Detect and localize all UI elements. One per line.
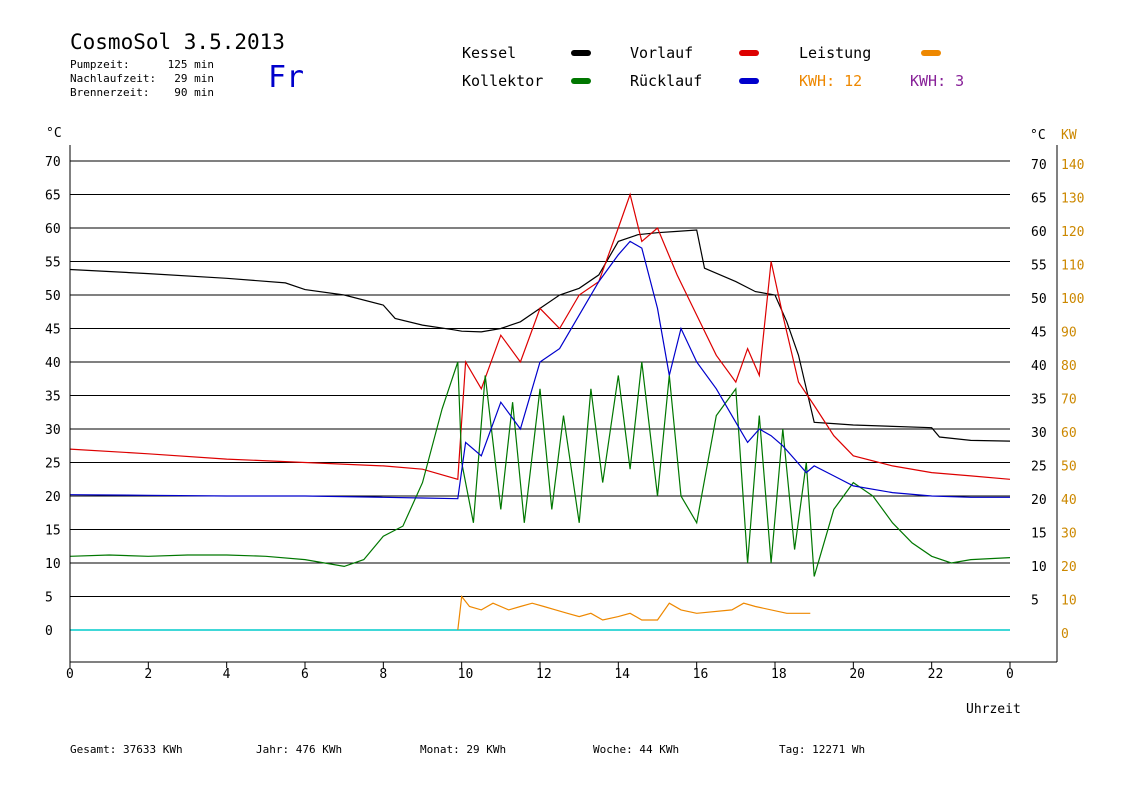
y-right2-tick-label: 40: [1061, 493, 1077, 508]
legend-ruecklauf-swatch: [739, 78, 759, 84]
y-right-tick-label: 10: [1031, 560, 1047, 575]
x-tick-label: 2: [144, 667, 152, 682]
y-tick-label: 25: [45, 457, 61, 472]
series-line-leistung: [457, 594, 811, 631]
y-tick-label: 40: [45, 356, 61, 371]
y-right-tick-label: 15: [1031, 527, 1047, 542]
info-brennerzeit: Brennerzeit: 90 min: [70, 86, 214, 99]
y-right-tick-label: 50: [1031, 292, 1047, 307]
legend-kollektor-swatch: [571, 78, 591, 84]
y-tick-label: 65: [45, 189, 61, 204]
y-right-tick-label: 65: [1031, 192, 1047, 207]
y-right-tick-label: 20: [1031, 493, 1047, 508]
y-tick-label: 15: [45, 524, 61, 539]
y-right2-tick-label: 20: [1061, 560, 1077, 575]
y-tick-label: 50: [45, 289, 61, 304]
legend-vorlauf-swatch: [739, 50, 759, 56]
legend-kessel: Kessel: [462, 44, 517, 62]
x-axis-label: Uhrzeit: [966, 702, 1021, 717]
x-tick-label: 12: [536, 667, 552, 682]
series-line-vorlauf: [69, 192, 1011, 481]
y-tick-label: 20: [45, 490, 61, 505]
y-right2-tick-label: 90: [1061, 326, 1077, 341]
x-tick-label: 18: [771, 667, 787, 682]
kwh-leistung: KWH: 12: [799, 72, 863, 90]
series-line-kollektor: [69, 361, 1011, 577]
y-right-tick-label: 30: [1031, 426, 1047, 441]
y-right-tick-label: 5: [1031, 594, 1039, 609]
legend-vorlauf: Vorlauf: [630, 44, 694, 62]
legend-kollektor: Kollektor: [462, 72, 544, 90]
y-tick-label: 35: [45, 390, 61, 405]
y-right-unit: °C: [1030, 128, 1046, 143]
y-right-tick-label: 60: [1031, 225, 1047, 240]
y-tick-label: 70: [45, 155, 61, 170]
series-line-kessel: [69, 229, 1011, 442]
legend-kessel-swatch: [571, 50, 591, 56]
legend-ruecklauf: Rücklauf: [630, 72, 703, 90]
x-tick-label: 6: [301, 667, 309, 682]
footer-woche: Woche: 44 KWh: [593, 743, 680, 756]
y-right2-tick-label: 130: [1061, 192, 1084, 207]
y-right2-tick-label: 140: [1061, 158, 1084, 173]
footer-gesamt: Gesamt: 37633 KWh: [70, 743, 183, 756]
y-right-tick-label: 70: [1031, 158, 1047, 173]
legend-leistung-swatch: [921, 50, 941, 56]
y-right2-tick-label: 110: [1061, 259, 1084, 274]
y-right2-tick-label: 60: [1061, 426, 1077, 441]
y-right-tick-label: 25: [1031, 460, 1047, 475]
y-right2-unit: KW: [1061, 128, 1077, 143]
series-line-rcklauf: [69, 240, 1010, 500]
y-tick-label: 5: [45, 591, 53, 606]
x-tick-label: 4: [223, 667, 231, 682]
x-tick-label: 0: [1006, 667, 1014, 682]
y-right2-tick-label: 0: [1061, 627, 1069, 642]
y-right2-tick-label: 100: [1061, 292, 1084, 307]
y-tick-label: 10: [45, 557, 61, 572]
x-tick-label: 10: [458, 667, 474, 682]
info-nachlaufzeit: Nachlaufzeit: 29 min: [70, 72, 214, 85]
legend-leistung: Leistung: [799, 44, 872, 62]
chart-title: CosmoSol 3.5.2013: [70, 30, 285, 54]
kwh-secondary: KWH: 3: [910, 72, 965, 90]
info-pumpzeit: Pumpzeit: 125 min: [70, 58, 214, 71]
x-tick-label: 0: [66, 667, 74, 682]
y-right-tick-label: 35: [1031, 393, 1047, 408]
y-tick-label: 55: [45, 256, 61, 271]
y-right2-tick-label: 70: [1061, 393, 1077, 408]
x-tick-label: 14: [614, 667, 630, 682]
y-right2-tick-label: 80: [1061, 359, 1077, 374]
y-right-tick-label: 40: [1031, 359, 1047, 374]
y-tick-label: 60: [45, 222, 61, 237]
y-tick-label: 0: [45, 624, 53, 639]
y-left-unit: °C: [46, 126, 62, 141]
footer-jahr: Jahr: 476 KWh: [256, 743, 343, 756]
x-tick-label: 16: [693, 667, 709, 682]
y-right2-tick-label: 120: [1061, 225, 1084, 240]
y-tick-label: 45: [45, 323, 61, 338]
footer-tag: Tag: 12271 Wh: [779, 743, 866, 756]
y-right2-tick-label: 50: [1061, 460, 1077, 475]
y-right2-tick-label: 10: [1061, 594, 1077, 609]
x-tick-label: 22: [928, 667, 944, 682]
x-tick-label: 20: [849, 667, 865, 682]
x-tick-label: 8: [379, 667, 387, 682]
y-tick-label: 30: [45, 423, 61, 438]
y-right2-tick-label: 30: [1061, 527, 1077, 542]
y-right-tick-label: 45: [1031, 326, 1047, 341]
weekday-label: Fr: [268, 60, 305, 95]
y-right-tick-label: 55: [1031, 259, 1047, 274]
footer-monat: Monat: 29 KWh: [420, 743, 507, 756]
